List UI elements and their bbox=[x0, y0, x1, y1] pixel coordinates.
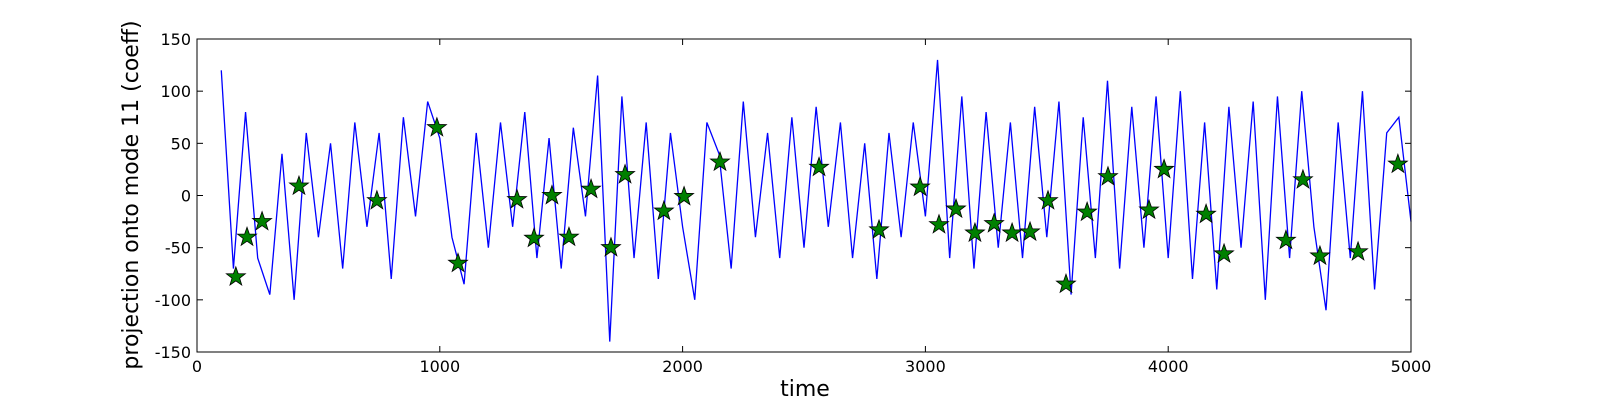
star-marker bbox=[1347, 240, 1369, 261]
y-tick-label: 50 bbox=[171, 134, 191, 153]
star-marker bbox=[1055, 272, 1077, 294]
star-marker bbox=[1309, 244, 1331, 266]
star-marker bbox=[928, 213, 950, 234]
star-marker bbox=[1195, 203, 1217, 224]
star-marker bbox=[1213, 242, 1235, 264]
star-marker bbox=[1138, 198, 1160, 220]
plot-area bbox=[197, 39, 1411, 352]
star-marker bbox=[808, 156, 830, 177]
star-marker bbox=[366, 189, 388, 210]
star-marker bbox=[1153, 158, 1175, 179]
star-marker bbox=[236, 226, 258, 247]
x-tick-label: 1000 bbox=[419, 357, 460, 376]
star-marker bbox=[225, 265, 247, 286]
star-marker bbox=[1019, 220, 1041, 242]
star-marker bbox=[426, 116, 448, 137]
star-marker bbox=[945, 197, 967, 219]
star-marker bbox=[580, 178, 602, 199]
y-tick-label: 100 bbox=[160, 82, 191, 101]
y-tick-label: 150 bbox=[160, 30, 191, 49]
y-tick-label: 0 bbox=[181, 187, 191, 206]
star-marker bbox=[614, 163, 636, 184]
star-marker bbox=[1292, 168, 1314, 189]
x-tick-label: 2000 bbox=[662, 357, 703, 376]
x-tick-label: 4000 bbox=[1148, 357, 1189, 376]
star-marker bbox=[251, 210, 273, 231]
star-marker bbox=[1001, 221, 1023, 243]
star-marker bbox=[447, 252, 469, 273]
y-axis-label: projection onto mode 11 (coeff) bbox=[119, 20, 144, 369]
star-marker bbox=[523, 227, 545, 248]
star-marker bbox=[983, 212, 1005, 233]
star-marker bbox=[673, 185, 695, 206]
star-marker bbox=[964, 221, 986, 243]
y-tick-label: -150 bbox=[155, 343, 191, 362]
x-tick-label: 0 bbox=[192, 357, 202, 376]
star-marker bbox=[288, 174, 310, 196]
x-tick-label: 3000 bbox=[905, 357, 946, 376]
y-tick-label: -50 bbox=[165, 239, 191, 258]
x-tick-label: 5000 bbox=[1391, 357, 1432, 376]
star-marker bbox=[868, 218, 890, 240]
star-marker bbox=[1037, 189, 1059, 210]
star-marker bbox=[653, 199, 675, 221]
star-marker bbox=[709, 150, 731, 172]
y-tick-label: -100 bbox=[155, 291, 191, 310]
star-marker bbox=[506, 188, 528, 209]
star-marker bbox=[1076, 200, 1098, 222]
star-marker bbox=[541, 184, 563, 205]
star-marker bbox=[1275, 229, 1297, 250]
x-axis-label: time bbox=[780, 377, 830, 400]
star-marker bbox=[1387, 152, 1409, 174]
line bbox=[220, 59, 1412, 342]
star-marker bbox=[600, 236, 622, 257]
star-marker bbox=[1097, 165, 1119, 186]
star-marker bbox=[909, 175, 931, 197]
star-marker bbox=[558, 226, 580, 247]
